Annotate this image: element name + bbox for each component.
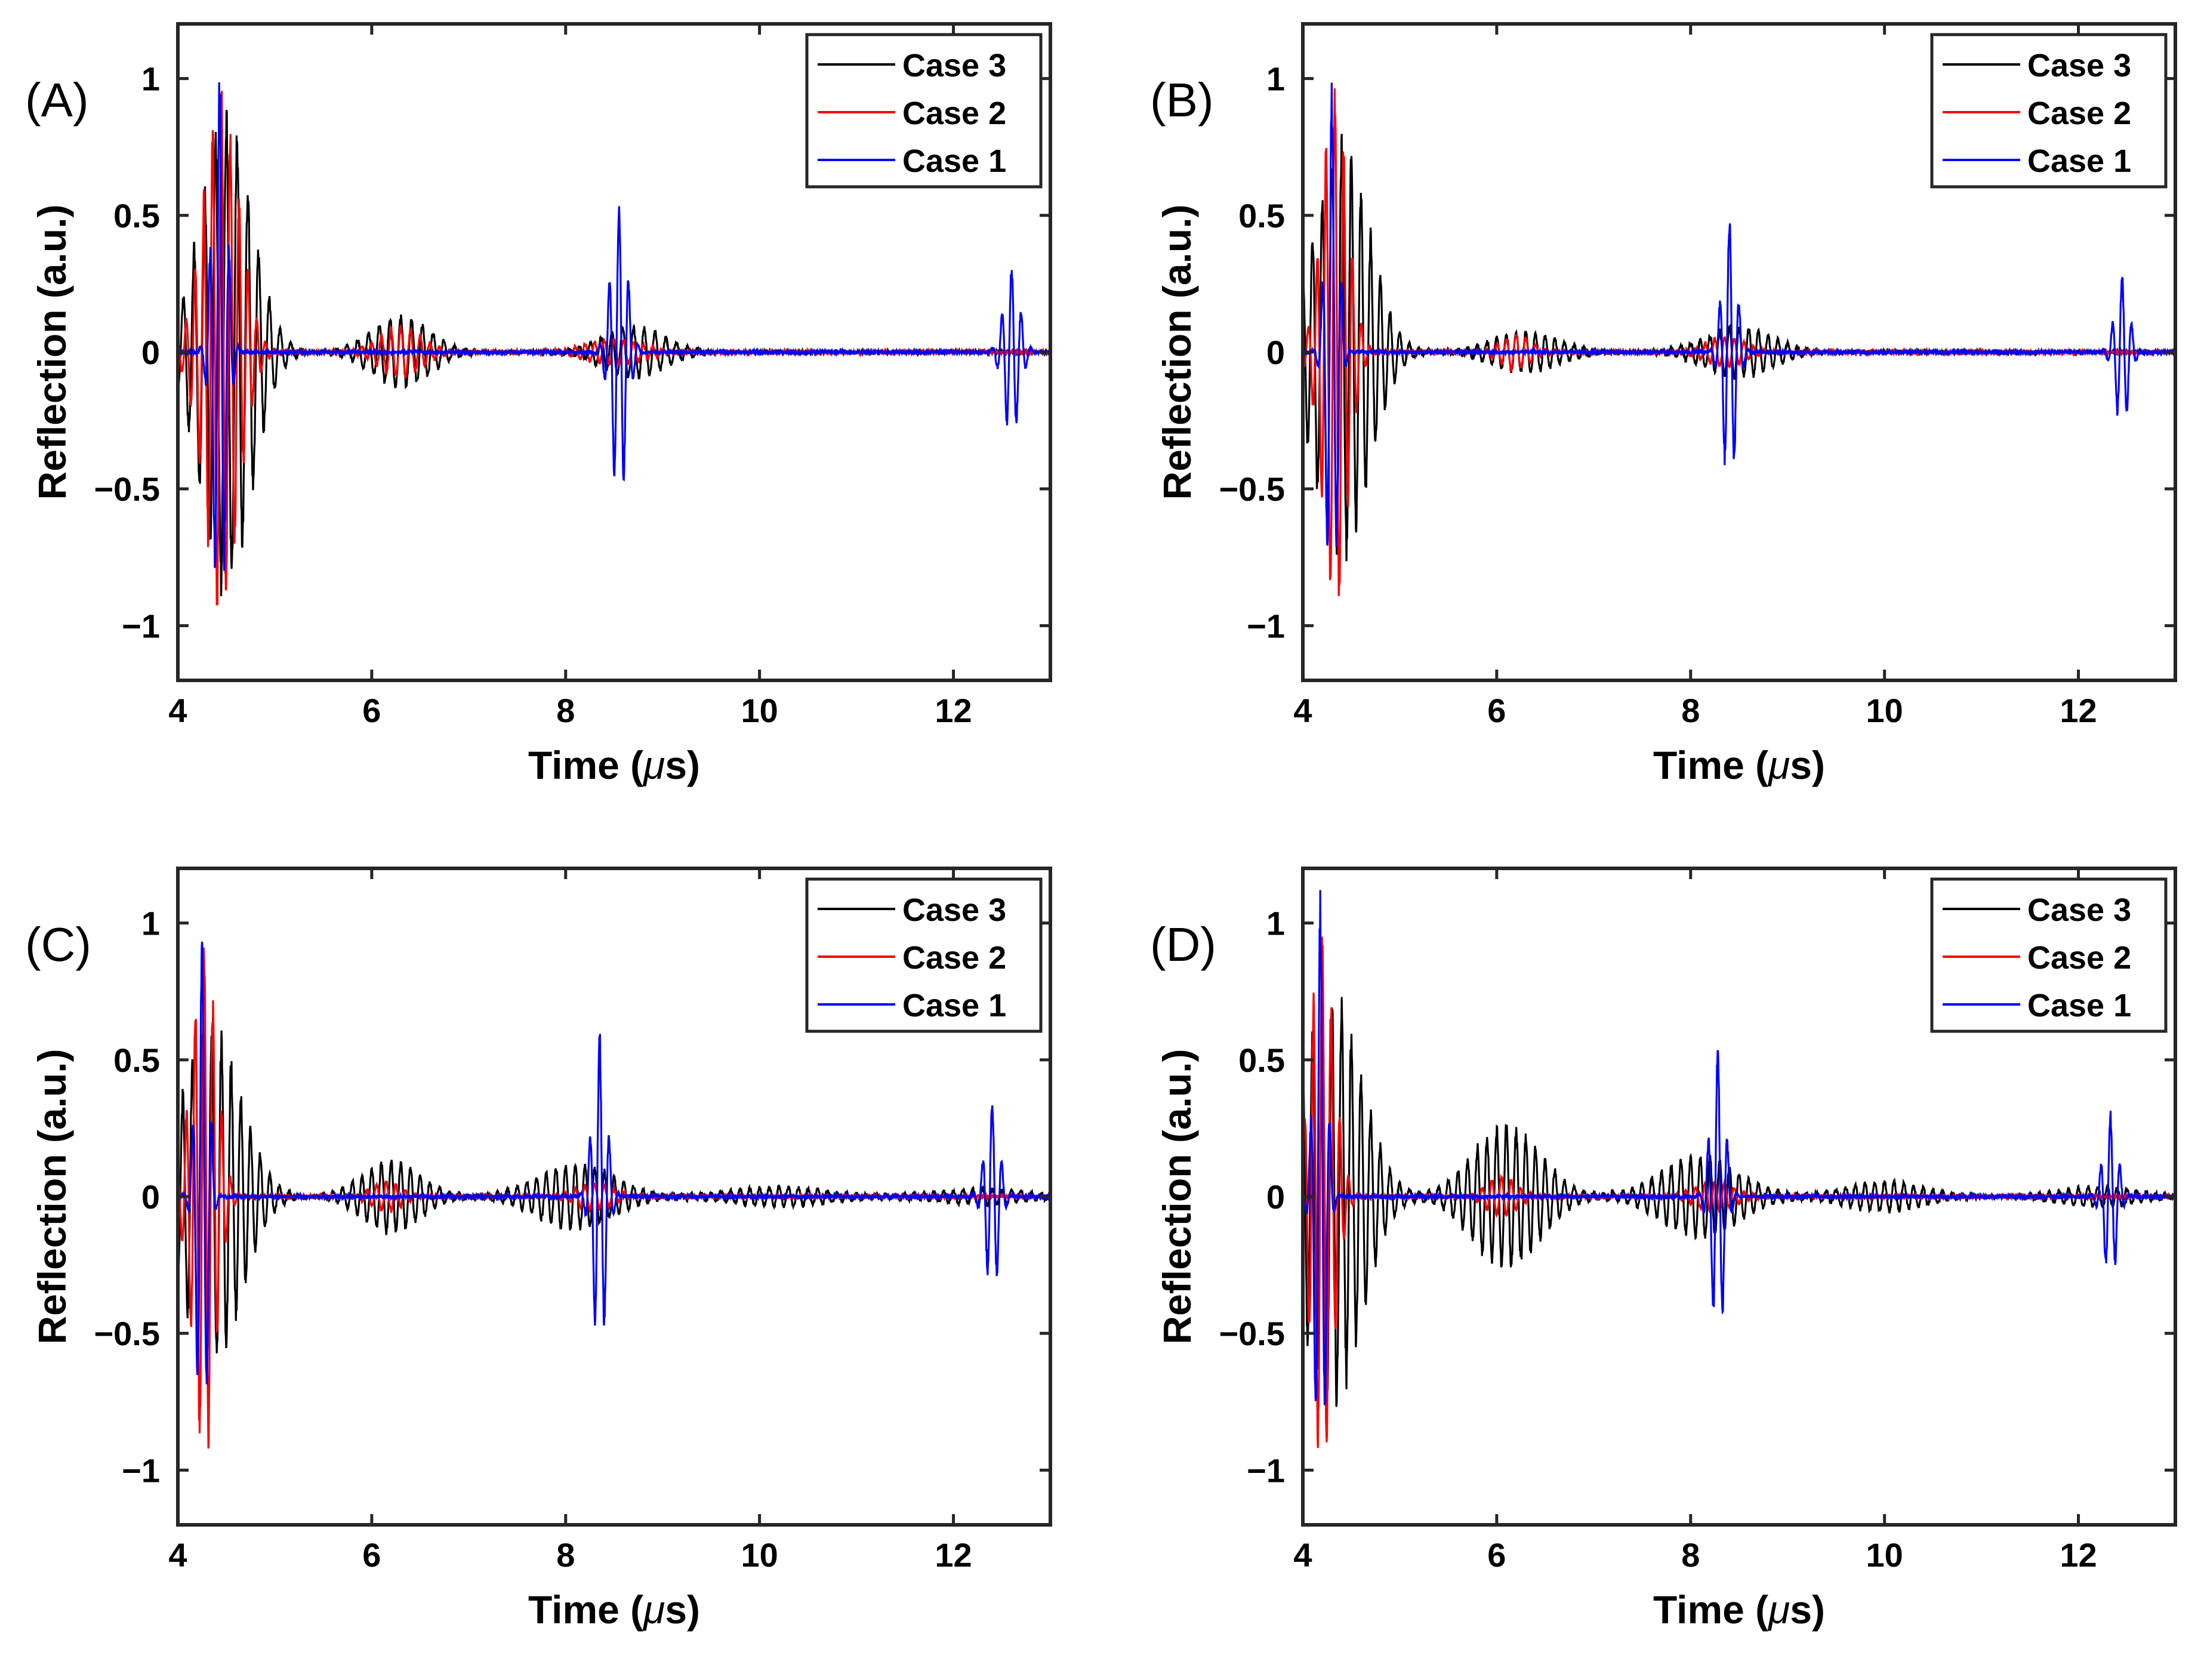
series-line-case-1 xyxy=(1303,890,2175,1405)
x-tick-label: 12 xyxy=(935,1536,972,1574)
panel-label: (A) xyxy=(25,73,89,127)
panel-b: (B) 4 6 8 10 12 1 0.5 0 −0.5 −1 Time (μs) Reflection… xyxy=(1150,22,2177,787)
y-tick-label: 0.5 xyxy=(113,197,160,235)
y-tick-label: −0.5 xyxy=(94,1315,160,1352)
x-tick-label: 6 xyxy=(1487,692,1506,729)
x-axis-label-mu: μ xyxy=(642,743,665,787)
x-tick-label: 4 xyxy=(1293,1536,1312,1574)
legend-box xyxy=(805,877,1043,1033)
x-tick-label: 12 xyxy=(935,692,972,729)
x-axis-label: Time (μs) xyxy=(528,743,700,787)
panel-label: (D) xyxy=(1150,918,1216,971)
legend-label-case-1: Case 1 xyxy=(2027,143,2131,179)
y-tick-label: −1 xyxy=(1247,607,1285,645)
x-tick-label: 6 xyxy=(362,1536,381,1574)
x-tick-label: 12 xyxy=(2060,1536,2097,1574)
series-line-case-1 xyxy=(178,941,1050,1385)
x-tick-label: 4 xyxy=(168,1536,187,1574)
legend-box xyxy=(805,33,1043,189)
y-tick-label: 1 xyxy=(141,60,160,98)
y-tick-label: 1 xyxy=(141,905,160,942)
x-tick-label: 12 xyxy=(2060,692,2097,729)
legend-label-case-3: Case 3 xyxy=(2027,48,2131,84)
x-tick-label: 10 xyxy=(741,692,778,729)
y-tick-label: 0 xyxy=(1266,1178,1285,1216)
panel-a: (A) 4 6 8 10 12 1 0.5 0 −0.5 −1 Time (μs) Reflection… xyxy=(25,22,1052,787)
legend-label-case-3: Case 3 xyxy=(902,892,1006,928)
y-tick-label: 1 xyxy=(1266,905,1285,942)
y-axis-label: Reflection (a.u.) xyxy=(30,1049,74,1344)
x-axis-label-post: s) xyxy=(665,743,700,787)
x-axis-label: Time (μs) xyxy=(1653,743,1825,787)
x-tick-label: 4 xyxy=(1293,692,1312,729)
legend-label-case-3: Case 3 xyxy=(2027,892,2131,928)
x-tick-label: 8 xyxy=(1681,1536,1700,1574)
x-tick-label: 10 xyxy=(1866,1536,1903,1574)
x-axis-label-pre: Time ( xyxy=(1653,1587,1768,1632)
series-line-case-1 xyxy=(178,82,1050,571)
legend-box xyxy=(1930,877,2168,1033)
x-axis-label-post: s) xyxy=(665,1587,700,1632)
y-tick-label: −0.5 xyxy=(1219,1315,1285,1352)
y-tick-label: 0.5 xyxy=(1238,197,1285,235)
x-axis-label: Time (μs) xyxy=(528,1587,700,1632)
series-line-case-3 xyxy=(1303,134,2175,562)
y-tick-label: −0.5 xyxy=(94,470,160,508)
y-tick-label: 0.5 xyxy=(1238,1041,1285,1079)
x-axis-label-pre: Time ( xyxy=(1653,743,1768,787)
legend-box xyxy=(1930,33,2168,189)
x-axis-label: Time (μs) xyxy=(1653,1587,1825,1632)
y-tick-label: −1 xyxy=(122,1451,160,1489)
legend-label-case-2: Case 2 xyxy=(902,940,1006,976)
x-axis-label-mu: μ xyxy=(1767,1587,1790,1632)
x-axis-label-post: s) xyxy=(1790,743,1825,787)
x-axis-label-post: s) xyxy=(1790,1587,1825,1632)
panel-label: (C) xyxy=(25,918,91,971)
legend-label-case-2: Case 2 xyxy=(2027,95,2131,131)
panel-c: (C) 4 6 8 10 12 1 0.5 0 −0.5 −1 Time (μs) Reflection… xyxy=(25,867,1052,1632)
x-axis-label-pre: Time ( xyxy=(528,1587,643,1632)
x-axis-label-mu: μ xyxy=(1767,743,1790,787)
x-axis-label-mu: μ xyxy=(642,1587,665,1632)
legend-label-case-2: Case 2 xyxy=(2027,940,2131,976)
x-tick-label: 6 xyxy=(362,692,381,729)
x-axis-label-pre: Time ( xyxy=(528,743,643,787)
legend-label-case-2: Case 2 xyxy=(902,95,1006,131)
y-tick-label: 0.5 xyxy=(113,1041,160,1079)
y-axis-label: Reflection (a.u.) xyxy=(1155,1049,1199,1344)
y-axis-label: Reflection (a.u.) xyxy=(30,204,74,500)
y-tick-label: −1 xyxy=(122,607,160,645)
y-tick-label: 1 xyxy=(1266,60,1285,98)
legend-label-case-1: Case 1 xyxy=(2027,988,2131,1024)
x-tick-label: 8 xyxy=(556,1536,575,1574)
y-tick-label: 0 xyxy=(141,1178,160,1216)
x-tick-label: 6 xyxy=(1487,1536,1506,1574)
x-tick-label: 10 xyxy=(741,1536,778,1574)
x-tick-label: 8 xyxy=(1681,692,1700,729)
plot-area xyxy=(178,82,1050,606)
panel-label: (B) xyxy=(1150,73,1214,127)
y-tick-label: −0.5 xyxy=(1219,470,1285,508)
plot-area xyxy=(1303,890,2175,1448)
plot-area xyxy=(1303,82,2175,596)
x-tick-label: 4 xyxy=(168,692,187,729)
legend-label-case-1: Case 1 xyxy=(902,988,1006,1024)
legend-label-case-1: Case 1 xyxy=(902,143,1006,179)
series-line-case-1 xyxy=(1303,82,2175,547)
legend-label-case-3: Case 3 xyxy=(902,48,1006,84)
y-tick-label: −1 xyxy=(1247,1451,1285,1489)
panel-d: (D) 4 6 8 10 12 1 0.5 0 −0.5 −1 Time (μs) Reflection… xyxy=(1150,867,2177,1632)
plot-area xyxy=(178,941,1050,1449)
x-tick-label: 8 xyxy=(556,692,575,729)
y-axis-label: Reflection (a.u.) xyxy=(1155,204,1199,500)
y-tick-label: 0 xyxy=(141,334,160,371)
x-tick-label: 10 xyxy=(1866,692,1903,729)
y-tick-label: 0 xyxy=(1266,334,1285,371)
